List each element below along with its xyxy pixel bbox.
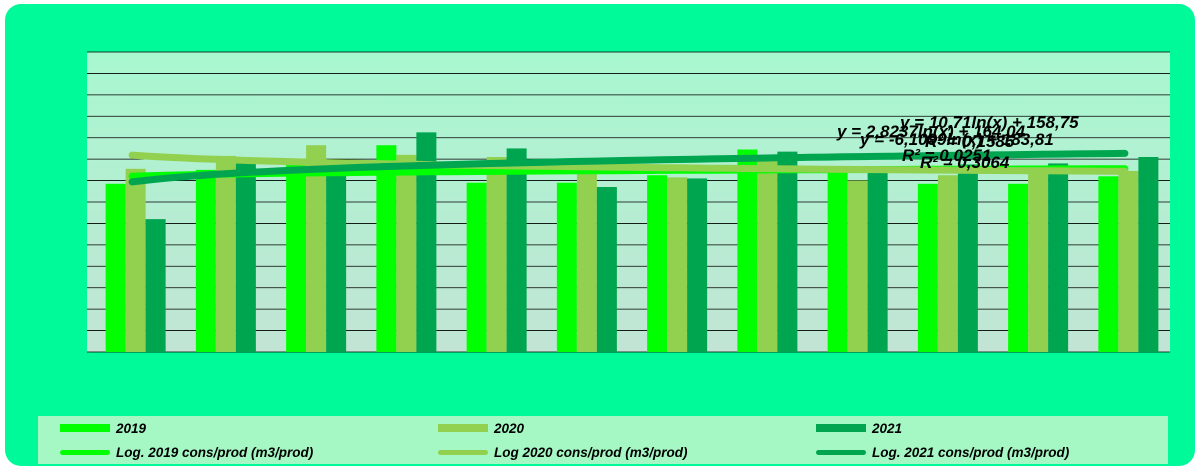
bars: [105, 132, 1159, 352]
trend-2020-equation: y = -6,1099ln(x) + 183,81: [859, 130, 1054, 149]
legend-line-trend-2020: [438, 449, 488, 455]
legend-line-trend-2021: [816, 449, 866, 455]
bar-2019-9: [827, 169, 848, 352]
trend-2019-equation: y = 2,8237ln(x) + 164,04: [836, 122, 1026, 141]
bar-2020-2: [215, 155, 236, 352]
bar-2021-6: [596, 187, 617, 352]
legend-line-trend-2019: [60, 449, 110, 455]
legend-item-2021: 2021: [816, 419, 902, 437]
bar-2021-2: [235, 161, 256, 352]
trend-2020-r2: R² = 0,1585: [925, 132, 1015, 151]
trend-2021-r2: R² = 0,3064: [920, 153, 1010, 172]
legend-label-2021: 2021: [872, 420, 903, 436]
bar-2020-6: [576, 173, 597, 352]
chart-legend: 2019 2020 2021 Log. 2019 cons/prod (m3/p…: [38, 416, 1168, 464]
trend-2019-r2: R² = 0,0251: [902, 146, 991, 165]
bar-2021-5: [506, 148, 527, 352]
legend-item-trend-2021: Log. 2021 cons/prod (m3/prod): [816, 443, 1069, 461]
trend-labels: y = 10,71ln(x) + 158,75 y = 2,8237ln(x) …: [836, 113, 1079, 172]
bar-2021-8: [777, 151, 798, 352]
bar-2019-4: [376, 145, 397, 352]
legend-swatch-2021: [816, 424, 866, 432]
bar-2019-5: [466, 182, 487, 352]
bar-2021-1: [145, 219, 166, 352]
bar-2020-9: [847, 180, 868, 352]
bar-2020-3: [306, 145, 327, 352]
bar-2019-8: [737, 149, 758, 352]
legend-swatch-2020: [438, 424, 488, 432]
bar-2020-1: [125, 168, 146, 352]
bar-2021-12: [1138, 157, 1159, 352]
legend-label-2019: 2019: [116, 420, 147, 436]
bar-2020-4: [396, 154, 417, 352]
bar-2020-5: [486, 157, 507, 352]
bar-2021-11: [1048, 163, 1069, 352]
legend-label-trend-2021: Log. 2021 cons/prod (m3/prod): [872, 444, 1070, 460]
bar-2019-10: [917, 183, 938, 352]
bar-2020-7: [667, 177, 688, 352]
bar-2020-8: [757, 155, 778, 352]
legend-item-2020: 2020: [438, 419, 524, 437]
bar-2020-11: [1028, 172, 1049, 352]
legend-item-2019: 2019: [60, 419, 146, 437]
legend-item-trend-2019: Log. 2019 cons/prod (m3/prod): [60, 443, 313, 461]
bar-2021-4: [416, 132, 437, 352]
gridlines: [87, 51, 1170, 353]
trendlines: [128, 149, 1129, 186]
bar-2021-3: [326, 164, 347, 352]
legend-label-trend-2020: Log 2020 cons/prod (m3/prod): [494, 444, 688, 460]
legend-item-trend-2020: Log 2020 cons/prod (m3/prod): [438, 443, 688, 461]
trendline-1: [128, 151, 1129, 175]
trendline-2: [128, 149, 1129, 186]
bar-2019-1: [105, 183, 126, 352]
bar-2021-7: [687, 178, 708, 352]
bar-2019-2: [195, 169, 216, 352]
bar-2020-12: [1118, 170, 1139, 352]
bar-2021-9: [867, 166, 888, 352]
legend-label-trend-2019: Log. 2019 cons/prod (m3/prod): [116, 444, 314, 460]
bar-2019-6: [556, 182, 577, 352]
bar-2020-10: [937, 175, 958, 352]
trend-2021-equation: y = 10,71ln(x) + 158,75: [899, 113, 1079, 132]
legend-label-2020: 2020: [494, 420, 525, 436]
bar-2019-7: [647, 175, 668, 352]
legend-swatch-2019: [60, 424, 110, 432]
bar-2019-12: [1098, 176, 1119, 352]
bar-2021-10: [957, 164, 978, 352]
bar-2019-3: [286, 163, 307, 352]
bar-2019-11: [1008, 183, 1029, 352]
